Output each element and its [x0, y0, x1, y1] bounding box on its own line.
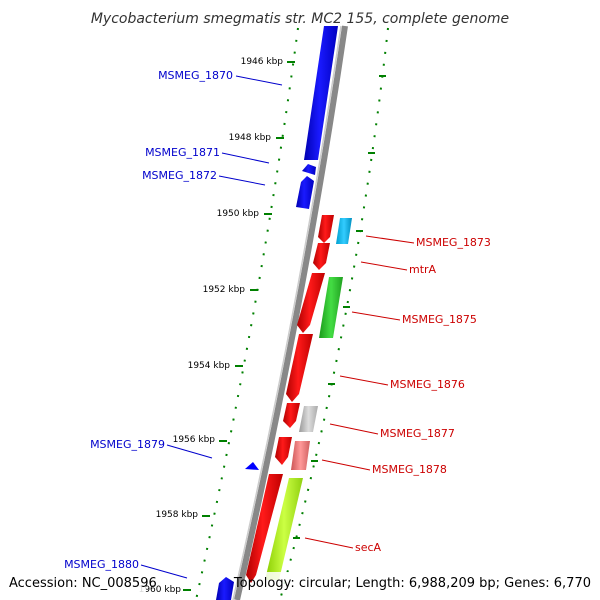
tick-label: 1956 kbp	[173, 435, 216, 445]
tick-label: 1958 kbp	[156, 510, 199, 520]
gene-label-msmeg-1870[interactable]: MSMEG_1870	[158, 69, 233, 82]
tick-label: 1960 kbp	[139, 585, 182, 595]
gene-label-msmeg-1875[interactable]: MSMEG_1875	[402, 313, 477, 326]
gene-msmeg-1875-hit	[319, 277, 343, 338]
gene-msmeg-1873-hit	[336, 218, 352, 244]
footer-left-backing	[6, 572, 146, 592]
tick-label: 1952 kbp	[203, 285, 246, 295]
gene-msmeg-1870-arrow[interactable]	[304, 26, 338, 160]
gene-msmeg-1873-arrow[interactable]	[318, 215, 334, 243]
genome-backbone	[234, 25, 348, 600]
gene-label-msmeg-1873[interactable]: MSMEG_1873	[416, 236, 491, 249]
gene-seca-arrow[interactable]	[246, 474, 283, 583]
map-title: Mycobacterium smegmatis str. MC2 155, co…	[91, 11, 509, 27]
gene-msmeg-1871-arrow[interactable]	[302, 164, 316, 175]
gene-label-msmeg-1878[interactable]: MSMEG_1878	[372, 463, 447, 476]
tick-label: 1954 kbp	[188, 361, 231, 371]
tick-label: 1950 kbp	[217, 209, 260, 219]
gene-label-msmeg-1876[interactable]: MSMEG_1876	[390, 378, 465, 391]
outer-ticks	[293, 75, 386, 539]
gene-mtra-arrow[interactable]	[313, 243, 330, 270]
gene-label-msmeg-1880[interactable]: MSMEG_1880	[64, 558, 139, 571]
accession-text: Accession: NC_008596	[9, 576, 157, 591]
tick-label: 1948 kbp	[229, 133, 272, 143]
gene-msmeg-1878-arrow[interactable]	[275, 437, 292, 465]
gene-label-seca[interactable]: secA	[355, 541, 382, 554]
gene-label-msmeg-1872[interactable]: MSMEG_1872	[142, 169, 217, 182]
footer-right-backing	[258, 572, 594, 592]
reverse-leaders	[140, 75, 283, 579]
gene-msmeg-1879-arrow[interactable]	[245, 462, 259, 470]
gene-label-msmeg-1877[interactable]: MSMEG_1877	[380, 427, 455, 440]
gene-label-msmeg-1871[interactable]: MSMEG_1871	[145, 146, 220, 159]
gene-msmeg-1880-arrow[interactable]	[216, 577, 234, 600]
genome-backbone-highlight	[232, 25, 342, 600]
genome-summary-text: Topology: circular; Length: 6,988,209 bp…	[233, 576, 591, 591]
tick-label: 1946 kbp	[241, 57, 284, 67]
gene-msmeg-1877-arrow[interactable]	[283, 403, 300, 428]
coordinate-ticks	[183, 61, 295, 591]
gene-label-msmeg-1879[interactable]: MSMEG_1879	[90, 438, 165, 451]
gene-msmeg-1877-hit	[299, 406, 318, 432]
gene-msmeg-1876-arrow[interactable]	[286, 334, 313, 402]
gene-label-mtra[interactable]: mtrA	[409, 263, 437, 276]
gene-msmeg-1878-hit	[291, 441, 310, 470]
forward-leaders	[304, 235, 415, 549]
gene-msmeg-1875-arrow[interactable]	[297, 273, 325, 333]
gene-seca-hit	[265, 478, 303, 580]
gene-msmeg-1872-arrow[interactable]	[296, 176, 314, 209]
